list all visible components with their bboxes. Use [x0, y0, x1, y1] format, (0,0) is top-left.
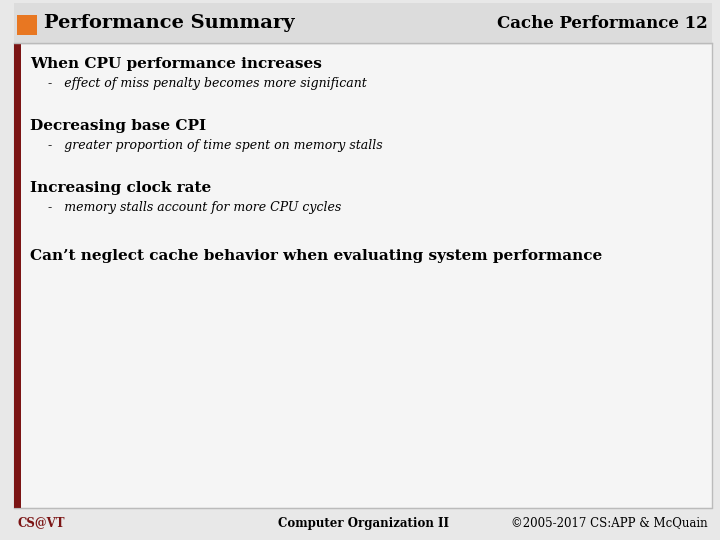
Text: ©2005-2017 CS:APP & McQuain: ©2005-2017 CS:APP & McQuain	[511, 516, 708, 530]
Text: -   memory stalls account for more CPU cycles: - memory stalls account for more CPU cyc…	[48, 201, 341, 214]
Text: -   greater proportion of time spent on memory stalls: - greater proportion of time spent on me…	[48, 139, 382, 152]
Text: -   effect of miss penalty becomes more significant: - effect of miss penalty becomes more si…	[48, 77, 366, 90]
Bar	[14, 43, 712, 508]
Text: Can’t neglect cache behavior when evaluating system performance: Can’t neglect cache behavior when evalua…	[30, 249, 602, 263]
Bar	[14, 3, 712, 43]
Text: Cache Performance 12: Cache Performance 12	[498, 15, 708, 31]
Text: Decreasing base CPI: Decreasing base CPI	[30, 119, 206, 133]
Text: CS@VT: CS@VT	[18, 516, 66, 530]
Text: Increasing clock rate: Increasing clock rate	[30, 181, 211, 195]
Text: Performance Summary: Performance Summary	[44, 14, 294, 32]
Bar	[17, 15, 37, 35]
Text: Computer Organization II: Computer Organization II	[279, 516, 449, 530]
Bar	[14, 43, 21, 508]
Text: When CPU performance increases: When CPU performance increases	[30, 57, 322, 71]
